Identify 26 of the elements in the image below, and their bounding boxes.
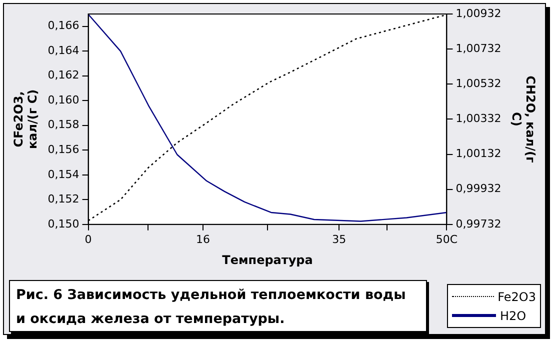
y2-tick-label: 1,00532	[456, 76, 502, 90]
y2-tick-label: 0,99732	[456, 217, 502, 230]
y-tick-label: 0,152	[48, 192, 80, 206]
y-tick-label: 0,158	[48, 118, 80, 132]
x-tick-label: 35	[332, 232, 346, 246]
y-tick-label: 0,166	[48, 19, 80, 32]
y-tick-label: 0,164	[48, 44, 80, 57]
y2-tick-label: 1,00332	[456, 112, 502, 126]
x-tick-label: 0	[84, 232, 92, 246]
y-tick-label: 0,154	[48, 168, 80, 181]
y2-axis-title: CH2O, кал/(г С)	[509, 76, 538, 163]
y-tick-label: 0,156	[48, 143, 80, 156]
y-tick-label: 0,162	[48, 68, 80, 82]
x-tick-label: 16	[196, 232, 210, 246]
y-tick-label: 0,160	[48, 93, 80, 106]
y2-tick-label: 1,00732	[456, 42, 502, 55]
x-tick-label: 50C	[436, 232, 458, 246]
text: Рис. 6 Зависимость удельной теплоемкости воды и оксида железа от температуры.	[9, 280, 427, 332]
x-axis-title: Температура	[222, 252, 313, 267]
y2-tick-label: 1,00132	[456, 147, 502, 160]
legend-label: Fe2O3	[498, 290, 536, 304]
y2-tick-label: 0,99932	[456, 182, 502, 196]
y-axis-title: CFe2O3, кал/(г С)	[11, 89, 40, 150]
legend-label: H2O	[500, 308, 526, 322]
y-tick-label: 0,150	[48, 217, 80, 230]
y2-tick-label: 1,00932	[456, 6, 502, 20]
